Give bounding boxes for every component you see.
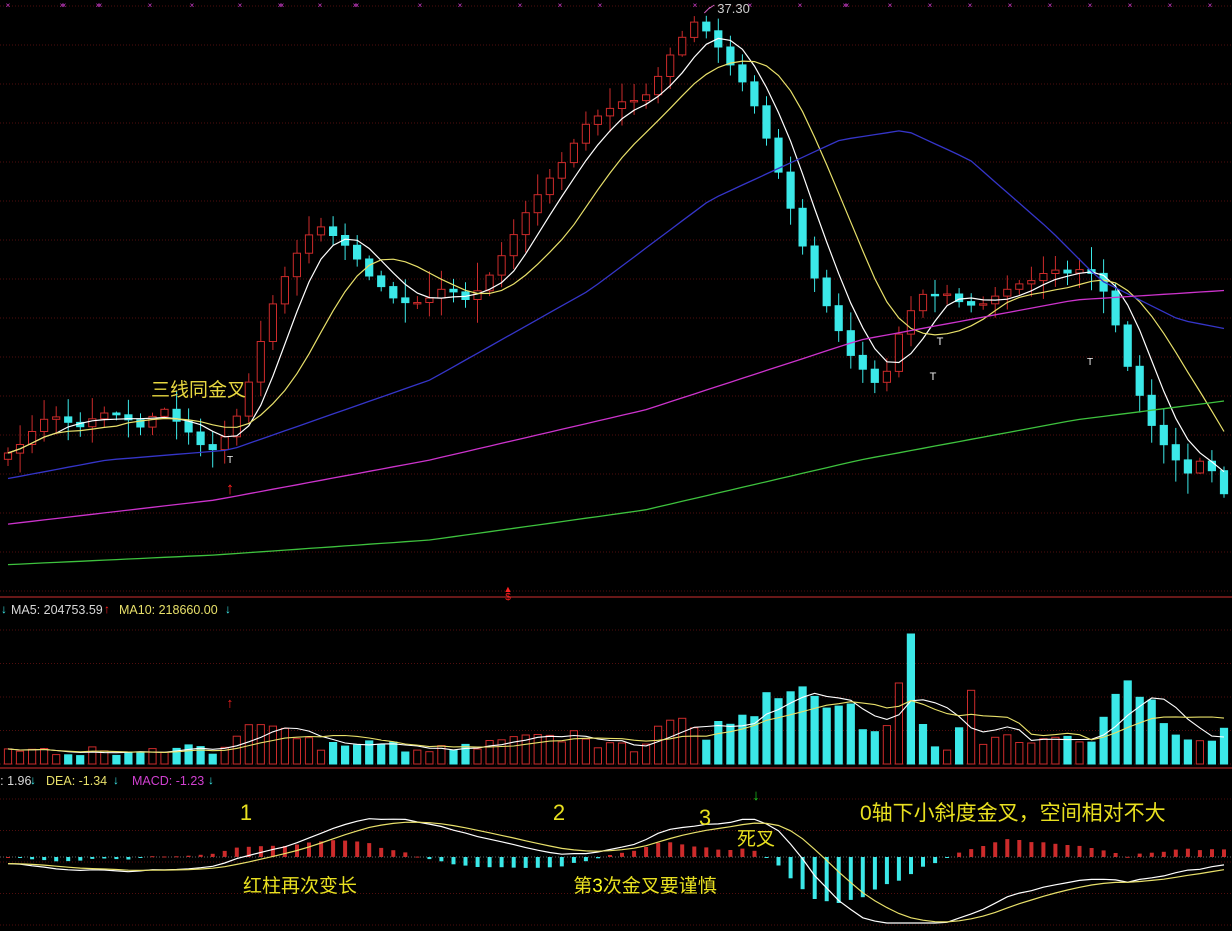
svg-text:0轴下小斜度金叉，空间相对不大: 0轴下小斜度金叉，空间相对不大 [860, 802, 1166, 825]
svg-text:红柱再次变长: 红柱再次变长 [243, 875, 357, 897]
svg-text:×: × [693, 1, 698, 10]
svg-text:↓: ↓ [113, 773, 119, 787]
svg-text:MA10: 218660.00: MA10: 218660.00 [119, 603, 218, 617]
svg-text:×: × [798, 1, 803, 10]
svg-text:DIF: 1.96: DIF: 1.96 [0, 774, 31, 788]
svg-text:↓: ↓ [1, 602, 7, 616]
svg-text:三线同金叉: 三线同金叉 [151, 379, 246, 401]
svg-text:第3次金叉要谨慎: 第3次金叉要谨慎 [573, 875, 717, 897]
svg-text:×: × [1008, 1, 1013, 10]
svg-text:↓: ↓ [225, 602, 231, 616]
svg-text:↑: ↑ [104, 602, 110, 616]
svg-text:×: × [190, 1, 195, 10]
svg-text:×: × [1208, 1, 1213, 10]
svg-text:×: × [355, 1, 360, 10]
svg-text:×: × [1048, 1, 1053, 10]
svg-text:×: × [558, 1, 563, 10]
svg-text:MA5: 204753.59: MA5: 204753.59 [11, 603, 103, 617]
svg-text:死叉: 死叉 [737, 829, 775, 850]
svg-text:1: 1 [240, 800, 252, 825]
svg-text:×: × [6, 1, 11, 10]
svg-text:T: T [937, 336, 944, 348]
svg-text:×: × [148, 1, 153, 10]
svg-text:×: × [1128, 1, 1133, 10]
svg-text:×: × [1168, 1, 1173, 10]
svg-text:$: $ [505, 592, 511, 603]
svg-text:×: × [1088, 1, 1093, 10]
svg-text:×: × [598, 1, 603, 10]
svg-text:×: × [238, 1, 243, 10]
svg-text:×: × [418, 1, 423, 10]
svg-text:↓: ↓ [30, 773, 36, 787]
svg-text:37.30: 37.30 [717, 1, 750, 16]
svg-text:T: T [930, 371, 937, 383]
svg-text:↓: ↓ [208, 773, 214, 787]
svg-text:3: 3 [699, 805, 711, 830]
svg-text:MACD: -1.23: MACD: -1.23 [132, 774, 204, 788]
svg-text:×: × [518, 1, 523, 10]
svg-text:×: × [888, 1, 893, 10]
svg-text:×: × [98, 1, 103, 10]
svg-text:×: × [845, 1, 850, 10]
svg-text:↓: ↓ [752, 787, 760, 804]
svg-text:T: T [227, 455, 233, 466]
svg-text:↑: ↑ [227, 695, 234, 711]
svg-text:T: T [1087, 357, 1093, 368]
svg-text:×: × [458, 1, 463, 10]
svg-text:×: × [280, 1, 285, 10]
svg-text:×: × [318, 1, 323, 10]
svg-text:2: 2 [553, 800, 565, 825]
svg-text:DEA: -1.34: DEA: -1.34 [46, 774, 107, 788]
svg-text:↑: ↑ [226, 479, 235, 498]
svg-text:×: × [928, 1, 933, 10]
svg-text:×: × [968, 1, 973, 10]
svg-text:×: × [62, 1, 67, 10]
